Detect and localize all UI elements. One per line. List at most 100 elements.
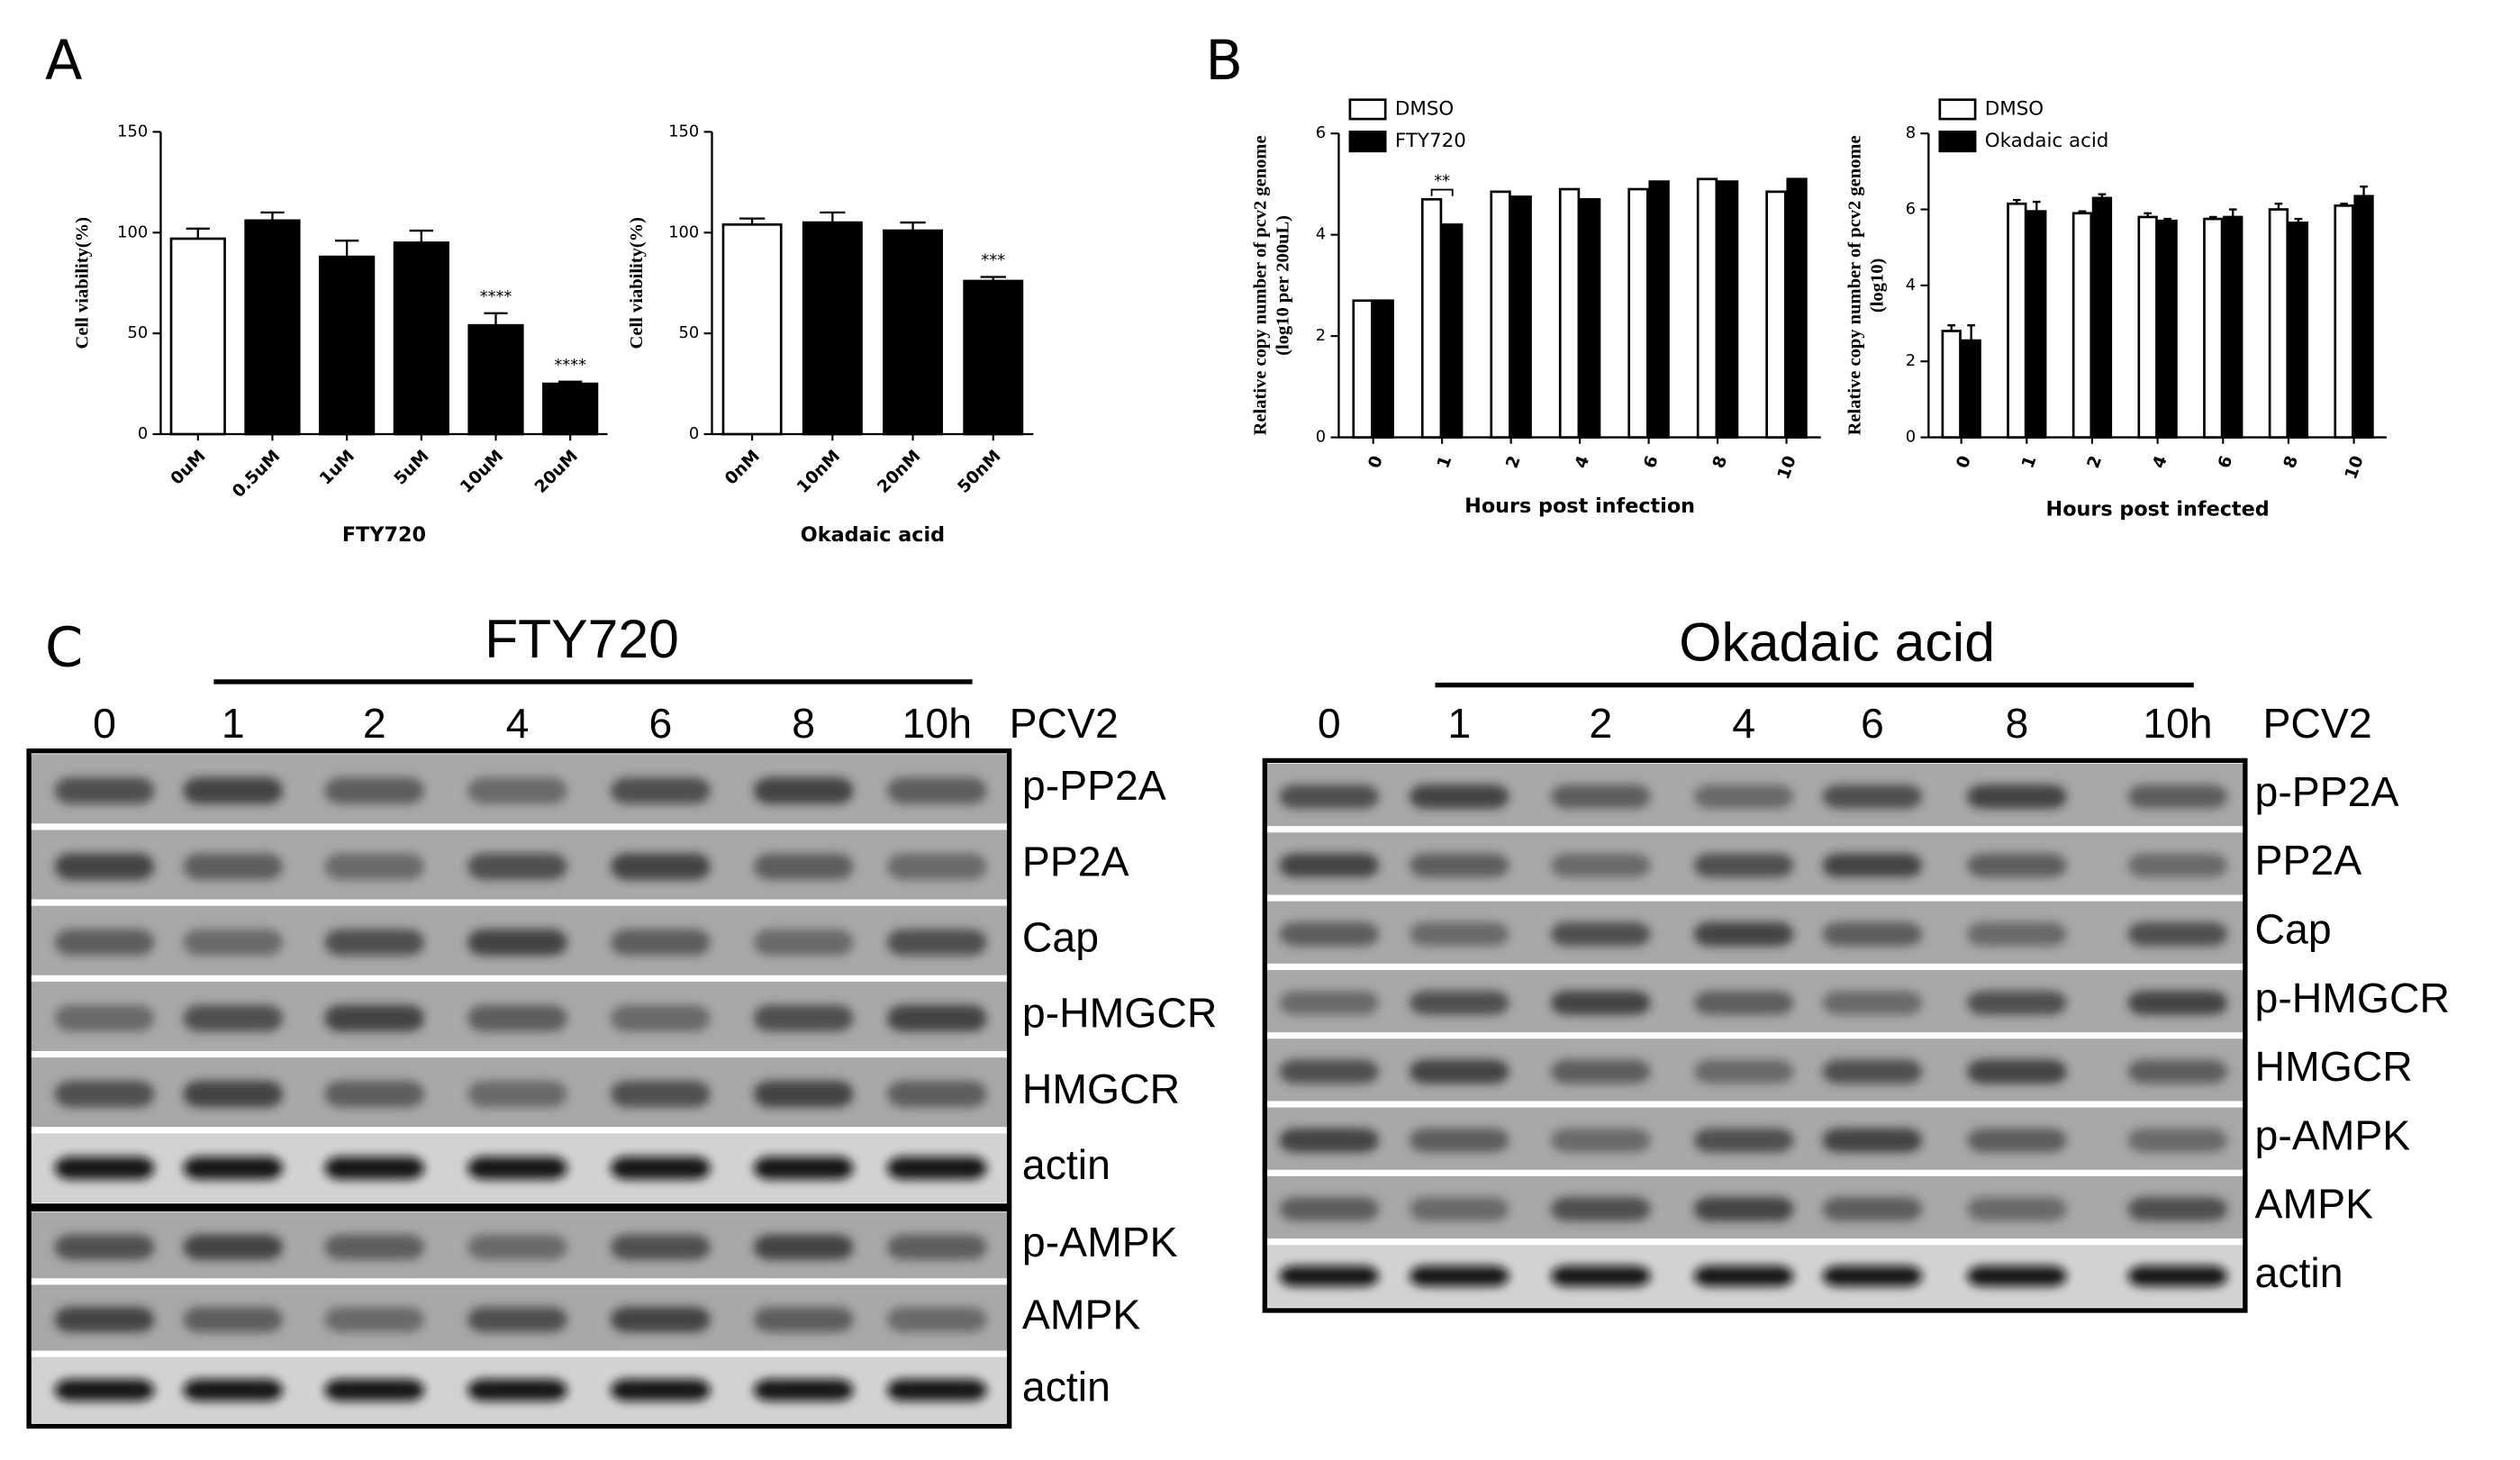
bar bbox=[2334, 204, 2354, 439]
blot-band bbox=[467, 1234, 567, 1260]
x-tick-label: 4 bbox=[2150, 453, 2171, 470]
blot-band bbox=[1409, 1265, 1509, 1287]
bar bbox=[2026, 210, 2047, 439]
blot-band bbox=[1822, 1197, 1923, 1221]
blot-band bbox=[611, 777, 711, 804]
blot-band bbox=[467, 1379, 567, 1401]
error-bar bbox=[820, 211, 846, 223]
blot-band bbox=[611, 929, 711, 957]
x-tick-label: 1 bbox=[1434, 453, 1455, 470]
blot-band bbox=[1822, 784, 1923, 809]
y-tick-label: 8 bbox=[1906, 123, 1916, 142]
blot-band bbox=[324, 777, 425, 804]
x-tick-label: 4 bbox=[1572, 453, 1593, 470]
blot-row-label: p-HMGCR bbox=[1022, 990, 1217, 1037]
bar bbox=[1442, 223, 1464, 439]
blot-band bbox=[1279, 1128, 1380, 1153]
blot-band bbox=[1967, 784, 2067, 809]
x-tick-label: 8 bbox=[2280, 453, 2302, 470]
bar bbox=[2288, 221, 2309, 439]
blot-row-label: Cap bbox=[1022, 913, 1099, 960]
legend-swatch bbox=[1938, 131, 1977, 153]
bar bbox=[169, 237, 226, 436]
blot-band bbox=[1967, 991, 2067, 1015]
bar bbox=[1765, 190, 1787, 439]
bar bbox=[1717, 180, 1739, 439]
error-bar bbox=[1947, 324, 1955, 331]
blot-band bbox=[1967, 1265, 2067, 1287]
lane-header: PCV2 bbox=[1010, 700, 1119, 747]
bar bbox=[2203, 217, 2224, 439]
blot-title: Okadaic acid bbox=[1679, 612, 1995, 673]
blot-band bbox=[467, 1004, 567, 1032]
x-tick-label: 6 bbox=[2215, 453, 2236, 470]
y-axis-title: Cell viability(%) bbox=[627, 217, 647, 349]
blot-band bbox=[1967, 921, 2067, 947]
y-tick-label: 4 bbox=[1906, 276, 1916, 295]
y-tick-label: 6 bbox=[1316, 123, 1326, 142]
bar bbox=[1352, 299, 1373, 439]
error-bar bbox=[2013, 198, 2021, 204]
blot-band bbox=[1693, 1197, 1794, 1221]
error-bar bbox=[2294, 217, 2303, 223]
y-tick-label: 2 bbox=[1316, 326, 1326, 345]
error-bar bbox=[2360, 186, 2368, 196]
blot-band bbox=[753, 1306, 854, 1333]
blot-band bbox=[54, 1306, 155, 1333]
bar bbox=[1373, 299, 1394, 439]
y-tick-label: 0 bbox=[689, 424, 699, 443]
blot-band bbox=[183, 853, 284, 880]
error-bar bbox=[2032, 200, 2041, 212]
blot-band bbox=[1822, 1265, 1923, 1287]
lane-label: 10h bbox=[2143, 700, 2212, 747]
blot-band bbox=[54, 929, 155, 957]
blot-row-label: p-PP2A bbox=[2255, 768, 2399, 815]
error-bar bbox=[2274, 203, 2283, 210]
blot-band bbox=[54, 777, 155, 804]
blot-band bbox=[324, 1080, 425, 1108]
blot-band bbox=[1693, 921, 1794, 947]
error-bar bbox=[409, 229, 433, 243]
y-tick-label: 0 bbox=[138, 424, 148, 443]
x-tick-label: 0 bbox=[1953, 453, 1975, 470]
blot-band bbox=[324, 1379, 425, 1401]
blot-band bbox=[887, 1080, 987, 1108]
x-tick-label: 0uM bbox=[168, 447, 210, 489]
error-bar bbox=[2340, 203, 2348, 206]
lane-label: 8 bbox=[792, 700, 815, 747]
x-tick-label: 1 bbox=[2018, 453, 2040, 470]
blot-band bbox=[1550, 1128, 1651, 1153]
blot-frame bbox=[26, 748, 1012, 1209]
x-tick-label: 8 bbox=[1709, 453, 1731, 470]
blot-band bbox=[1550, 921, 1651, 947]
blot-band bbox=[324, 1004, 425, 1032]
blot-band bbox=[1409, 1059, 1509, 1084]
blot-band bbox=[183, 777, 284, 804]
blot-band bbox=[467, 929, 567, 957]
blot-band bbox=[467, 777, 567, 804]
y-tick-label: 0 bbox=[1906, 428, 1916, 447]
x-tick-label: 10nM bbox=[793, 447, 844, 497]
blot-band bbox=[887, 1156, 987, 1180]
lane-label: 1 bbox=[222, 700, 245, 747]
blot-band bbox=[887, 853, 987, 880]
blot-band bbox=[1693, 1128, 1794, 1153]
blot-band bbox=[1822, 991, 1923, 1015]
blot-band bbox=[753, 1156, 854, 1180]
blot-band bbox=[2127, 1197, 2228, 1221]
lane-label: 8 bbox=[2006, 700, 2029, 747]
lane-label: 2 bbox=[363, 700, 386, 747]
blot-band bbox=[2127, 1265, 2228, 1287]
blot-band bbox=[2127, 1059, 2228, 1084]
x-tick-label: 2 bbox=[1503, 453, 1525, 470]
legend-label: DMSO bbox=[1395, 97, 1454, 120]
panel-label: B bbox=[1205, 30, 1243, 93]
blot-band bbox=[324, 1306, 425, 1333]
x-tick-label: 6 bbox=[1641, 453, 1663, 470]
y-tick-label: 2 bbox=[1906, 351, 1916, 370]
blot-band bbox=[887, 1234, 987, 1260]
blot-band bbox=[1550, 1197, 1651, 1221]
y-axis-title: Relative copy number of pcv2 genome bbox=[1845, 135, 1865, 435]
blot-band bbox=[887, 1379, 987, 1401]
bar bbox=[2091, 196, 2113, 439]
